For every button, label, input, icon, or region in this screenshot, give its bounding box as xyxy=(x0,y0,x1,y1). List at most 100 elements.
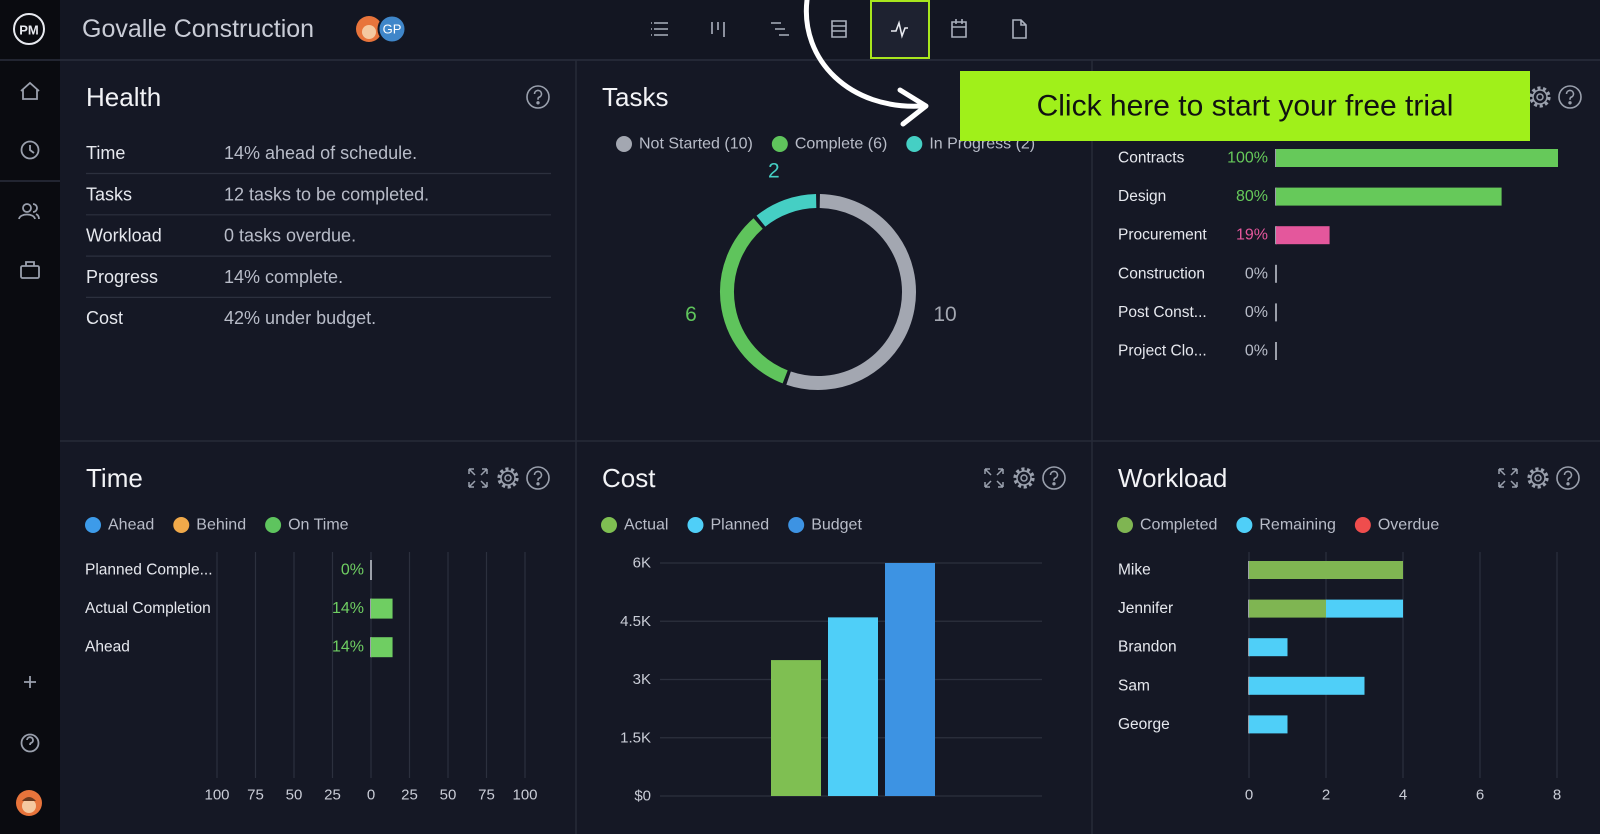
bar xyxy=(828,617,878,796)
legend-label: Actual xyxy=(624,517,668,534)
help-dot xyxy=(1566,482,1570,486)
gear-hole xyxy=(1536,93,1544,101)
help-ring xyxy=(1556,466,1580,490)
legend-label: Completed xyxy=(1140,517,1217,534)
bar xyxy=(1276,149,1558,167)
bar xyxy=(885,563,935,796)
legend-swatch xyxy=(601,517,617,533)
x-tick-label: 100 xyxy=(512,787,537,804)
value-label: 0% xyxy=(1245,304,1268,321)
help-icon[interactable] xyxy=(20,733,40,753)
add-icon[interactable] xyxy=(24,676,36,688)
legend-label: Remaining xyxy=(1259,517,1335,534)
settings-icon[interactable] xyxy=(1529,86,1551,108)
panel-title: Cost xyxy=(602,463,656,493)
health-label: Cost xyxy=(86,308,123,328)
donut-segment xyxy=(786,194,916,390)
briefcase-icon[interactable] xyxy=(20,261,40,279)
gear-hole xyxy=(1020,474,1028,482)
help-dot xyxy=(536,101,540,105)
y-tick-label: 6K xyxy=(633,555,651,572)
help-icon[interactable] xyxy=(1042,466,1066,490)
member-avatar[interactable] xyxy=(356,16,382,42)
logo-ring[interactable] xyxy=(13,13,45,45)
bar-segment xyxy=(1249,599,1326,618)
legend-swatch xyxy=(1236,517,1253,533)
x-tick-label: 25 xyxy=(324,787,341,804)
health-value: 42% under budget. xyxy=(224,308,376,328)
sidebar xyxy=(0,0,60,834)
legend-swatch xyxy=(906,136,923,152)
value-label: 100% xyxy=(1227,150,1268,167)
legend-swatch xyxy=(616,136,632,152)
health-value: 0 tasks overdue. xyxy=(224,226,356,246)
legend-swatch xyxy=(265,517,282,533)
gantt-view-icon[interactable] xyxy=(771,22,789,36)
category-label: George xyxy=(1118,716,1170,733)
bar xyxy=(1276,187,1502,206)
help-glyph xyxy=(1049,470,1059,481)
legend-swatch xyxy=(85,517,101,533)
help-glyph xyxy=(1565,89,1575,100)
help-icon[interactable] xyxy=(1558,85,1582,109)
panel-title: Health xyxy=(86,82,161,112)
category-label: Jennifer xyxy=(1118,600,1173,617)
cta-text[interactable]: Click here to start your free trial xyxy=(1037,90,1454,123)
help-icon[interactable] xyxy=(526,85,550,109)
home-icon[interactable] xyxy=(20,81,40,100)
value-label: 80% xyxy=(1236,188,1268,205)
x-tick-label: 8 xyxy=(1553,787,1561,804)
health-value: 12 tasks to be completed. xyxy=(224,184,429,204)
category-label: Design xyxy=(1118,188,1166,205)
panel-title: Tasks xyxy=(602,82,668,112)
legend-label: On Time xyxy=(288,517,349,534)
clock-icon[interactable] xyxy=(20,140,40,160)
legend-swatch xyxy=(173,517,190,533)
list-view-icon[interactable] xyxy=(651,22,668,36)
member-avatar[interactable] xyxy=(377,14,407,44)
help-ring xyxy=(526,85,550,109)
legend-label: Complete (6) xyxy=(795,136,887,153)
y-tick-label: $0 xyxy=(634,788,651,805)
x-tick-label: 50 xyxy=(286,787,303,804)
calendar-view-icon[interactable] xyxy=(951,19,967,38)
bar xyxy=(1276,226,1330,245)
top-bar xyxy=(60,0,1600,60)
help-glyph xyxy=(533,89,543,100)
category-label: Construction xyxy=(1118,265,1205,282)
view-toolbar xyxy=(651,19,1027,39)
health-label: Workload xyxy=(86,226,162,246)
people-icon[interactable] xyxy=(18,203,40,220)
help-icon[interactable] xyxy=(1556,466,1580,490)
user-avatar[interactable] xyxy=(16,790,42,816)
logo[interactable]: PM xyxy=(19,23,39,38)
cta-button[interactable] xyxy=(960,71,1530,141)
files-view-icon[interactable] xyxy=(1012,19,1027,39)
sheet-view-icon[interactable] xyxy=(831,20,847,38)
health-table: Time 14% ahead of schedule. Tasks 12 tasks … xyxy=(86,143,551,328)
expand-icon[interactable] xyxy=(468,468,488,488)
expand-icon[interactable] xyxy=(1498,468,1518,488)
gear-teeth xyxy=(497,467,519,489)
gear-body xyxy=(1530,470,1546,486)
help-ring xyxy=(1558,85,1582,109)
settings-icon[interactable] xyxy=(1013,467,1035,489)
dashboard-view-icon[interactable] xyxy=(891,20,908,39)
category-label: Post Const... xyxy=(1118,304,1207,321)
help-glyph xyxy=(1563,470,1573,481)
board-view-icon[interactable] xyxy=(711,22,725,37)
y-tick-label: 4.5K xyxy=(620,613,651,630)
value-label: 14% xyxy=(332,639,364,656)
bar-segment xyxy=(1326,599,1403,618)
health-label: Progress xyxy=(86,267,158,287)
help-dot xyxy=(1052,482,1056,486)
settings-icon[interactable] xyxy=(1527,467,1549,489)
x-tick-label: 75 xyxy=(247,787,264,804)
legend-swatch xyxy=(687,517,704,533)
help-icon[interactable] xyxy=(526,466,550,490)
settings-icon[interactable] xyxy=(497,467,519,489)
panel-title: Workload xyxy=(1118,463,1227,493)
expand-icon[interactable] xyxy=(984,468,1004,488)
x-tick-label: 2 xyxy=(1322,787,1330,804)
legend-swatch xyxy=(788,517,805,533)
